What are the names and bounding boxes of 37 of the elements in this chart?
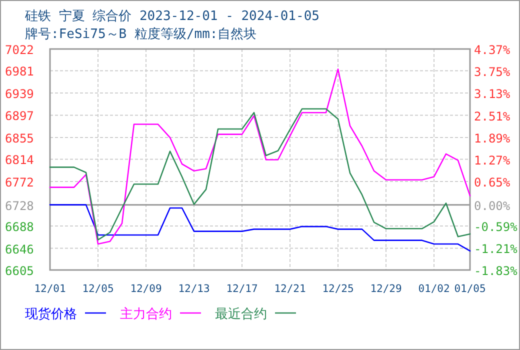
- y2-tick-label: 2.51%: [474, 109, 511, 124]
- y-tick-label: 7022: [5, 43, 34, 57]
- y-tick-label: 6855: [5, 132, 34, 146]
- y2-tick-label: 0.00%: [474, 198, 511, 213]
- y2-tick-label: -0.59%: [474, 220, 518, 234]
- y-tick-label: 6728: [5, 198, 34, 213]
- y2-tick-label: -1.83%: [474, 264, 518, 278]
- x-tick-label: 12/13: [178, 283, 210, 295]
- x-tick-label: 12/05: [82, 283, 114, 295]
- y-tick-label: 6981: [5, 64, 34, 79]
- x-tick-label: 12/29: [370, 283, 402, 295]
- legend-label: 现货价格: [25, 307, 77, 322]
- x-tick-label: 12/25: [322, 283, 354, 295]
- y-tick-label: 6605: [5, 264, 34, 278]
- legend-label: 最近合约: [215, 307, 267, 322]
- y-tick-label: 6939: [5, 86, 34, 101]
- x-tick-label: 12/09: [130, 283, 162, 295]
- y2-tick-label: 4.37%: [474, 43, 511, 57]
- chart-subtitle: 牌号:FeSi75～B 粒度等级/mm:自然块: [25, 26, 257, 42]
- x-tick-label: 01/05: [454, 283, 486, 295]
- x-tick-label: 12/01: [34, 283, 66, 295]
- y-tick-label: 6772: [5, 175, 34, 190]
- y2-tick-label: -1.21%: [474, 242, 518, 256]
- y-tick-label: 6646: [5, 242, 34, 256]
- legend-label: 主力合约: [120, 306, 172, 322]
- x-tick-label: 01/02: [418, 283, 450, 295]
- y2-tick-label: 0.65%: [474, 176, 511, 190]
- x-tick-label: 12/17: [226, 283, 258, 295]
- y-tick-label: 6814: [5, 153, 34, 168]
- y-tick-label: 6897: [5, 109, 34, 124]
- y2-tick-label: 3.13%: [474, 87, 511, 102]
- chart-title: 硅铁 宁夏 综合价 2023-12-01 - 2024-01-05: [24, 8, 320, 24]
- y-tick-label: 6688: [5, 220, 34, 234]
- y2-tick-label: 3.75%: [474, 65, 511, 80]
- y2-tick-label: 1.89%: [474, 131, 511, 146]
- y2-tick-label: 1.27%: [474, 154, 511, 168]
- x-tick-label: 12/21: [274, 283, 306, 295]
